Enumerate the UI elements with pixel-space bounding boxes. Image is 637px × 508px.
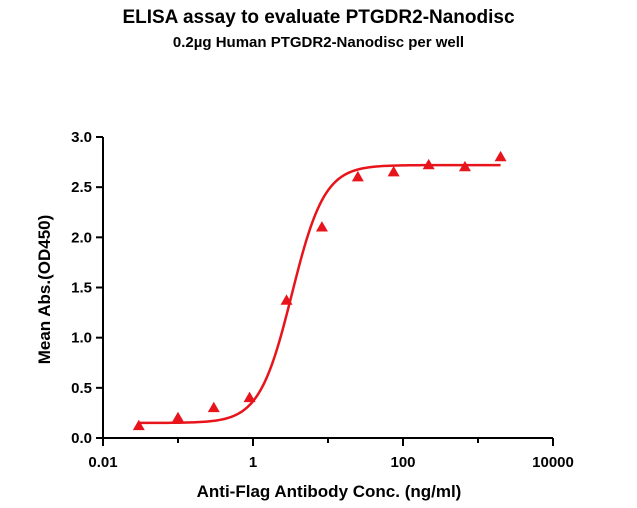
data-point xyxy=(387,165,400,177)
chart-subtitle: 0.2µg Human PTGDR2-Nanodisc per well xyxy=(172,34,465,51)
fit-curve xyxy=(138,163,501,425)
data-point xyxy=(243,391,256,403)
y-tick-label: 2.0 xyxy=(71,229,92,246)
data-point xyxy=(494,150,507,162)
y-tick-label: 1.5 xyxy=(71,280,92,297)
data-point xyxy=(315,221,328,232)
y-tick-label: 3.0 xyxy=(71,129,92,146)
x-tick-label: 100 xyxy=(390,454,415,471)
data-point xyxy=(458,160,471,172)
x-tick-label: 0.01 xyxy=(88,454,117,471)
y-tick-label: 2.5 xyxy=(71,179,92,196)
data-point xyxy=(422,158,435,170)
y-axis-label: Mean Abs.(OD450) xyxy=(35,215,54,365)
data-point xyxy=(280,294,293,305)
data-point xyxy=(132,419,145,431)
y-tick-label: 0.5 xyxy=(71,380,92,397)
y-tick-label: 1.0 xyxy=(71,330,92,347)
chart-axes: 0.0 0.5 1.0 1.5 2.0 2.5 3.0 0.01 1 100 10000 xyxy=(71,129,574,471)
fit-curve-layer xyxy=(138,163,501,425)
x-tick-label: 1 xyxy=(249,454,257,471)
x-axis-label: Anti-Flag Antibody Conc. (ng/ml) xyxy=(197,482,462,501)
chart-title: ELISA assay to evaluate PTGDR2-Nanodisc xyxy=(122,7,515,28)
y-tick-label: 0.0 xyxy=(71,430,92,447)
data-point xyxy=(172,411,184,423)
data-point xyxy=(207,401,220,413)
data-points-layer xyxy=(132,150,507,431)
x-tick-label: 10000 xyxy=(532,454,574,471)
data-point xyxy=(351,170,364,182)
